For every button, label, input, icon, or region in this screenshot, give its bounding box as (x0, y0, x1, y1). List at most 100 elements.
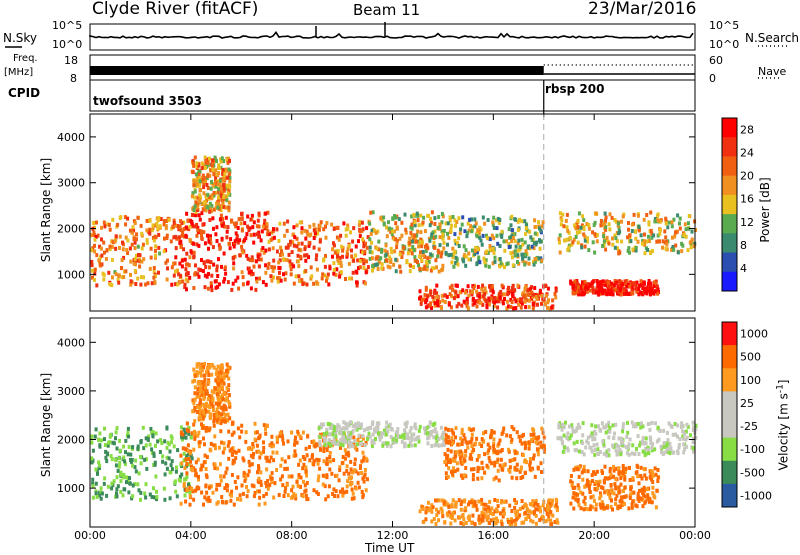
data-cell (188, 255, 192, 260)
data-cell (361, 434, 365, 438)
data-cell (110, 244, 114, 249)
data-cell (184, 233, 188, 238)
data-cell (458, 456, 462, 461)
data-cell (433, 290, 436, 295)
data-cell (494, 475, 498, 480)
data-cell (205, 404, 209, 408)
data-cell (289, 267, 293, 272)
data-cell (615, 219, 618, 224)
data-cell (540, 470, 543, 474)
data-cell (655, 239, 659, 244)
data-cell (195, 161, 199, 166)
data-cell (512, 518, 516, 523)
data-cell (620, 443, 624, 448)
data-cell (493, 300, 496, 305)
data-cell (292, 281, 296, 286)
data-cell (614, 476, 618, 481)
data-cell (412, 212, 416, 217)
data-cell (457, 244, 461, 248)
data-cell (178, 261, 182, 266)
data-cell (475, 231, 479, 236)
data-cell (324, 497, 328, 502)
data-cell (234, 450, 238, 455)
data-cell (217, 401, 221, 406)
data-cell (684, 429, 688, 434)
data-cell (478, 441, 482, 446)
data-cell (193, 406, 197, 410)
data-cell (464, 254, 468, 259)
data-cell (181, 230, 185, 235)
x-tick-label: 00:00 (74, 529, 106, 542)
data-cell (193, 419, 197, 424)
data-cell (215, 264, 219, 269)
data-cell (684, 437, 688, 442)
data-cell (292, 264, 296, 269)
data-cell (612, 435, 616, 440)
data-cell (265, 222, 269, 226)
data-cell (593, 429, 597, 434)
data-cell (175, 494, 179, 499)
data-cell (210, 389, 214, 394)
data-cell (603, 283, 607, 288)
data-cell (513, 296, 517, 301)
data-cell (649, 251, 652, 255)
data-cell (508, 458, 512, 463)
data-cell (239, 221, 243, 226)
data-cell (509, 297, 513, 302)
data-cell (591, 494, 595, 499)
data-cell (406, 251, 410, 256)
data-cell (543, 507, 547, 512)
data-cell (332, 437, 336, 442)
data-cell (377, 431, 381, 436)
data-cell (634, 246, 638, 250)
data-cell (148, 227, 152, 232)
data-cell (264, 427, 267, 432)
data-cell (211, 490, 215, 495)
data-cell (417, 263, 420, 268)
data-cell (246, 256, 250, 261)
data-cell (250, 213, 254, 218)
data-cell (521, 242, 525, 247)
data-cell (336, 254, 339, 259)
data-cell (328, 438, 332, 443)
data-cell (531, 500, 535, 505)
data-cell (488, 237, 492, 242)
data-cell (518, 506, 522, 511)
data-cell (513, 253, 517, 258)
data-cell (151, 434, 155, 439)
data-cell (511, 294, 515, 298)
data-cell (542, 435, 546, 440)
data-cell (513, 457, 517, 462)
data-cell (226, 186, 230, 191)
data-cell (470, 444, 474, 449)
data-cell (259, 238, 263, 243)
data-cell (216, 364, 220, 369)
data-cell (462, 244, 466, 249)
data-cell (90, 440, 94, 445)
data-cell (655, 284, 659, 289)
data-cell (133, 240, 137, 245)
data-cell (687, 214, 691, 218)
data-cell (100, 237, 103, 242)
data-cell (349, 420, 353, 425)
data-cell (598, 427, 602, 432)
data-cell (646, 422, 650, 426)
data-cell (339, 427, 343, 432)
data-cell (509, 223, 513, 228)
data-cell (395, 241, 399, 246)
data-cell (518, 513, 522, 518)
data-cell (276, 276, 280, 281)
data-cell (105, 493, 109, 498)
data-cell (528, 246, 532, 251)
data-cell (636, 421, 640, 426)
data-cell (368, 256, 372, 261)
data-cell (100, 491, 104, 496)
data-cell (566, 431, 570, 436)
data-cell (191, 398, 195, 403)
data-cell (584, 506, 588, 511)
colorbar-swatch (722, 460, 737, 485)
data-cell (273, 265, 276, 270)
data-cell (266, 210, 270, 215)
data-cell (527, 440, 531, 445)
data-cell (91, 495, 95, 500)
